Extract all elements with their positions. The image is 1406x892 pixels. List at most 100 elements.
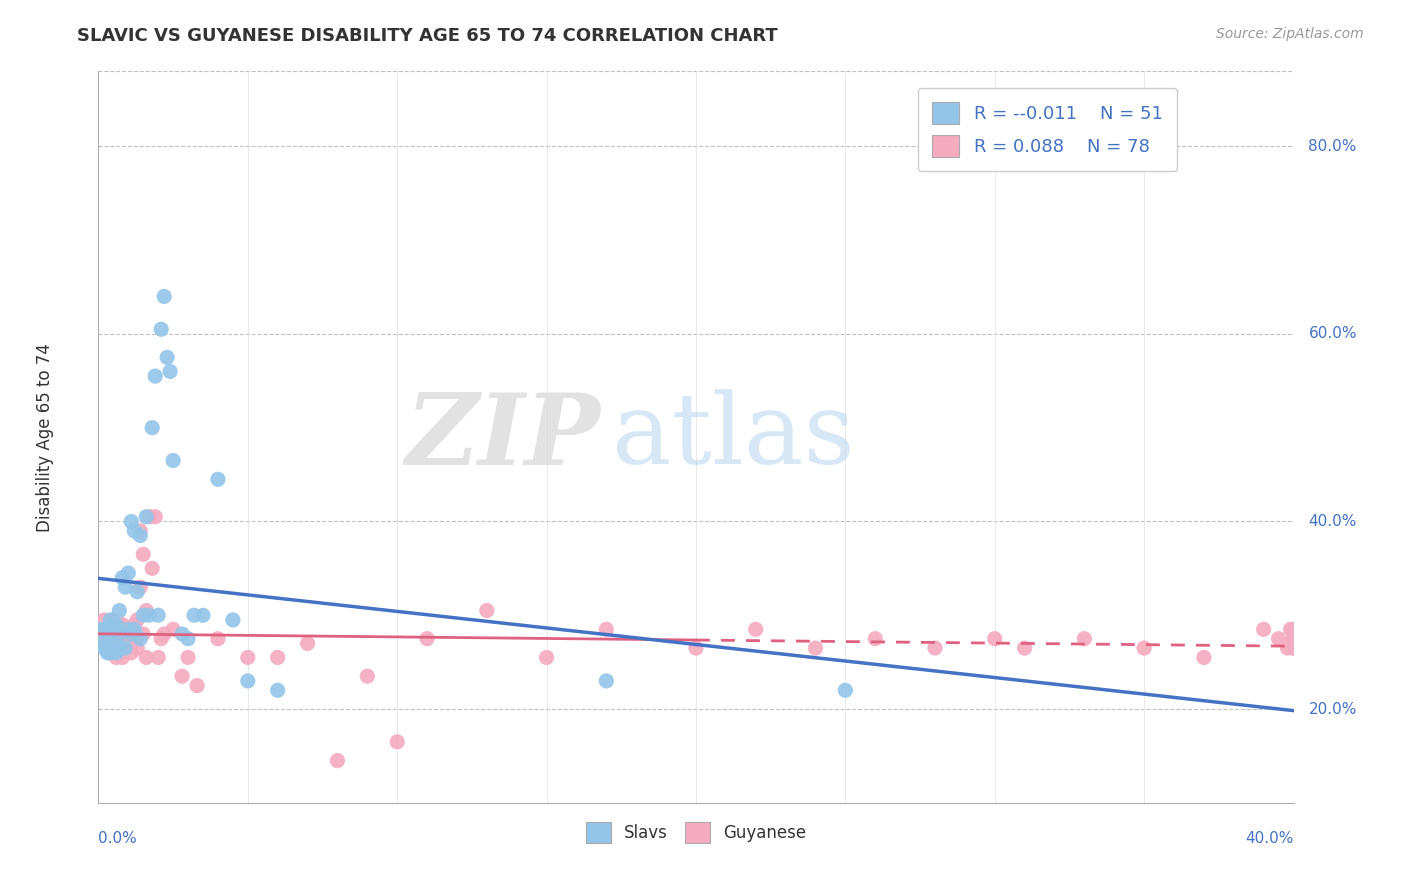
Point	[111, 650, 134, 665]
Point	[127, 641, 149, 656]
Point	[96, 623, 118, 637]
Text: ZIP: ZIP	[405, 389, 600, 485]
Point	[108, 617, 131, 632]
Point	[135, 509, 157, 524]
Point	[108, 603, 131, 617]
Point	[111, 617, 134, 632]
Point	[141, 420, 163, 434]
Point	[865, 632, 887, 646]
Point	[138, 509, 160, 524]
Text: atlas: atlas	[613, 389, 855, 485]
Point	[222, 613, 245, 627]
Point	[172, 627, 194, 641]
Point	[98, 613, 122, 627]
Point	[267, 683, 290, 698]
Point	[108, 627, 131, 641]
Point	[475, 603, 498, 617]
Point	[93, 613, 115, 627]
Point	[96, 636, 118, 650]
Point	[103, 613, 125, 627]
Point	[103, 646, 125, 660]
Point	[1282, 641, 1305, 656]
Point	[804, 641, 827, 656]
Point	[356, 669, 378, 683]
Point	[156, 351, 179, 365]
Point	[595, 623, 617, 637]
Point	[127, 613, 149, 627]
Point	[162, 623, 184, 637]
Point	[150, 322, 173, 336]
Point	[1282, 632, 1305, 646]
Point	[117, 566, 139, 580]
Point	[96, 646, 118, 660]
Point	[191, 608, 214, 623]
Point	[105, 632, 128, 646]
Point	[120, 623, 142, 637]
Point	[129, 528, 152, 542]
Point	[90, 636, 112, 650]
Point	[103, 632, 125, 646]
Point	[153, 627, 176, 641]
Point	[108, 641, 131, 656]
Point	[159, 364, 181, 378]
Point	[132, 608, 155, 623]
Point	[1133, 641, 1156, 656]
Point	[1282, 623, 1305, 637]
Point	[129, 632, 152, 646]
Point	[1073, 632, 1095, 646]
Point	[1277, 641, 1299, 656]
Point	[117, 641, 139, 656]
Point	[93, 623, 115, 637]
Point	[141, 561, 163, 575]
Point	[105, 617, 128, 632]
Point	[108, 627, 131, 641]
Point	[536, 650, 558, 665]
Point	[96, 641, 118, 656]
Point	[143, 369, 166, 384]
Point	[98, 636, 122, 650]
Text: 40.0%: 40.0%	[1309, 514, 1357, 529]
Point	[120, 515, 142, 529]
Text: 80.0%: 80.0%	[1309, 139, 1357, 154]
Point	[114, 636, 136, 650]
Point	[105, 646, 128, 660]
Point	[90, 623, 112, 637]
Point	[135, 603, 157, 617]
Point	[924, 641, 946, 656]
Text: Disability Age 65 to 74: Disability Age 65 to 74	[35, 343, 53, 532]
Point	[129, 524, 152, 538]
Point	[114, 580, 136, 594]
Point	[117, 623, 139, 637]
Point	[135, 650, 157, 665]
Point	[1267, 632, 1289, 646]
Point	[105, 650, 128, 665]
Text: Source: ZipAtlas.com: Source: ZipAtlas.com	[1216, 27, 1364, 41]
Point	[90, 636, 112, 650]
Point	[90, 623, 112, 637]
Text: 60.0%: 60.0%	[1309, 326, 1357, 342]
Point	[1282, 641, 1305, 656]
Point	[98, 632, 122, 646]
Point	[207, 632, 229, 646]
Point	[148, 608, 170, 623]
Text: SLAVIC VS GUYANESE DISABILITY AGE 65 TO 74 CORRELATION CHART: SLAVIC VS GUYANESE DISABILITY AGE 65 TO …	[77, 27, 778, 45]
Legend: Slavs, Guyanese: Slavs, Guyanese	[579, 815, 813, 849]
Point	[117, 627, 139, 641]
Point	[207, 472, 229, 486]
Point	[103, 641, 125, 656]
Point	[595, 673, 617, 688]
Point	[745, 623, 768, 637]
Point	[96, 623, 118, 637]
Point	[105, 627, 128, 641]
Point	[834, 683, 856, 698]
Point	[162, 453, 184, 467]
Point	[326, 754, 349, 768]
Point	[132, 547, 155, 561]
Point	[148, 650, 170, 665]
Point	[93, 636, 115, 650]
Point	[120, 646, 142, 660]
Point	[236, 673, 259, 688]
Point	[120, 636, 142, 650]
Point	[1282, 632, 1305, 646]
Point	[177, 632, 200, 646]
